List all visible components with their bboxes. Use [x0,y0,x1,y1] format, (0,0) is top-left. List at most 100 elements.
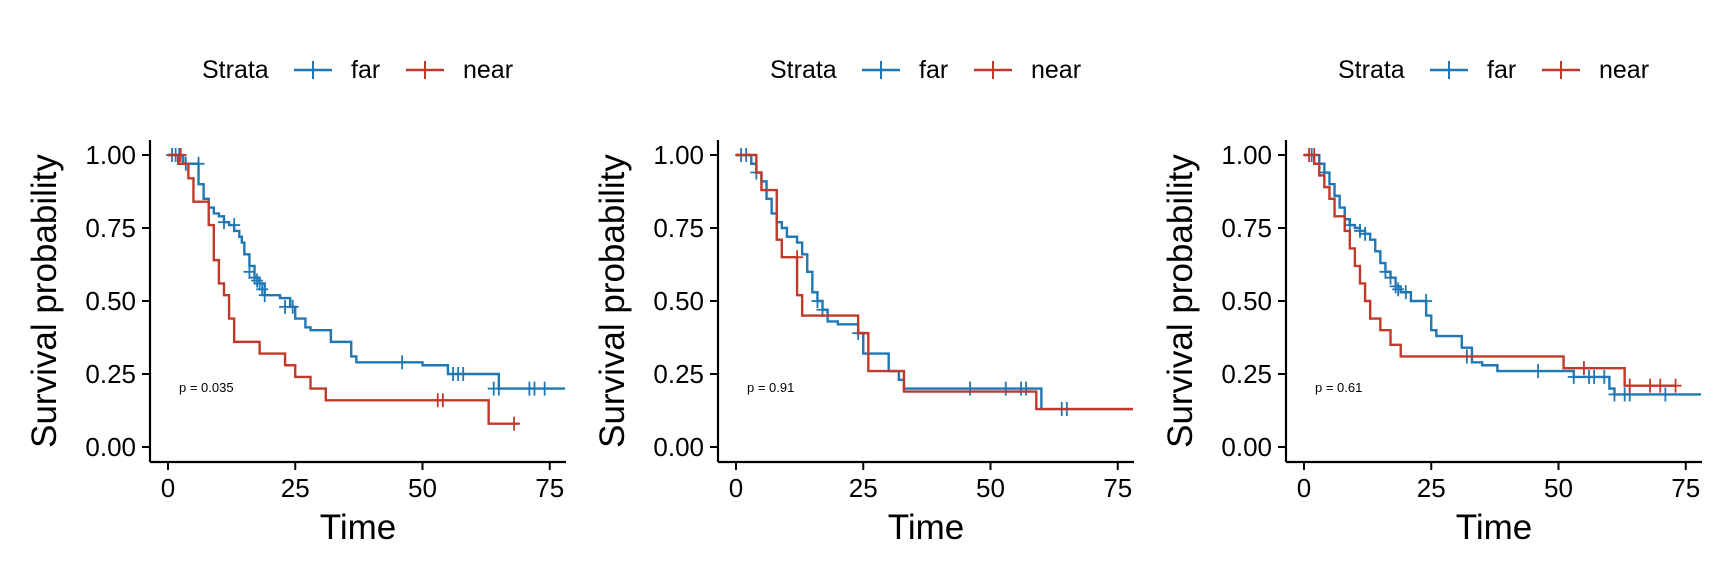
censor-mark-far [286,299,299,314]
censor-mark-far [1399,285,1412,300]
censor-mark-near [1308,148,1321,162]
censor-mark-near [1577,361,1590,376]
km-curve-far [168,153,565,390]
censor-mark-far [192,156,205,171]
censor-mark-far [457,367,470,381]
censor-mark-near [791,250,804,265]
censor-mark-far [217,215,230,230]
km-curve-near [168,153,520,425]
censor-mark-far [1389,279,1402,294]
censor-mark-near [508,416,521,431]
censor-mark-far [1659,387,1672,402]
censor-mark-far [1020,381,1033,396]
censor-mark-far [1384,270,1397,285]
y-tick-label: 0.00 [1221,432,1272,462]
censor-mark-far [1588,369,1601,384]
km-panel-1: Strata far near 0.00 0.25 0.50 0.75 1.00 0 25 50 75… [25,56,566,547]
censor-mark-far [1598,369,1611,384]
x-tick-label: 0 [161,473,175,503]
y-axis-title: Survival probability [1161,154,1200,448]
legend-label-near: near [1599,56,1649,84]
km-panel-3: Strata far near 0.00 0.25 0.50 0.75 1.00 0 25 50 75… [1161,56,1702,547]
x-tick-label: 25 [281,473,310,503]
censor-mark-far [811,294,824,308]
legend-label-far: far [919,56,948,84]
y-tick-label: 0.50 [653,286,704,316]
censor-mark-near [1644,378,1657,393]
censor-mark-far [1420,294,1433,308]
censor-mark-far [243,264,256,279]
censor-mark-far [251,273,264,288]
x-tick-label: 0 [1297,473,1311,503]
censor-mark-far [492,381,505,396]
censor-mark-far [1353,223,1366,238]
censor-mark-near [174,148,187,162]
x-axis-title: Time [888,508,964,547]
x-tick-label: 50 [1544,473,1573,503]
censor-mark-far [228,218,241,233]
legend: Strata far near [1338,56,1649,84]
y-tick-label: 0.00 [653,432,704,462]
legend-label-far: far [1487,56,1516,84]
censor-mark-far [1532,364,1545,379]
censor-mark-far [248,270,261,285]
censor-mark-far [1359,226,1372,241]
censor-mark-far [528,381,541,396]
legend: Strata far near [202,56,513,84]
censor-mark-far [538,381,551,396]
censor-mark-far [1608,387,1621,402]
p-value-annotation: p = 0.035 [179,380,234,395]
x-tick-label: 75 [1103,473,1132,503]
km-curve-far [736,153,1133,411]
censor-mark-far [1567,369,1580,384]
censor-mark-far [258,288,271,303]
legend: Strata far near [770,56,1081,84]
y-tick-label: 0.75 [1221,213,1272,243]
y-tick-label: 0.25 [653,359,704,389]
y-tick-label: 0.75 [85,213,136,243]
censor-mark-near [1654,378,1667,393]
x-tick-label: 25 [1417,473,1446,503]
censor-mark-near [1623,378,1636,393]
censor-mark-near [436,393,449,408]
y-tick-label: 0.25 [1221,359,1272,389]
km-curve-far [1304,153,1701,396]
y-tick-label: 1.00 [85,140,136,170]
y-tick-label: 1.00 [1221,140,1272,170]
x-tick-label: 50 [408,473,437,503]
y-tick-label: 0.75 [653,213,704,243]
y-tick-label: 0.25 [85,359,136,389]
censor-mark-far [999,381,1012,396]
km-curve-near [736,153,1133,411]
x-tick-label: 0 [729,473,743,503]
y-axis-title: Survival probability [25,154,64,448]
x-tick-label: 50 [976,473,1005,503]
legend-title: Strata [770,56,837,84]
legend-title: Strata [1338,56,1405,84]
p-value-annotation: p = 0.91 [747,380,794,395]
x-axis-title: Time [320,508,396,547]
x-tick-label: 25 [849,473,878,503]
censor-mark-far [1392,282,1405,297]
legend-label-near: near [1031,56,1081,84]
y-tick-label: 1.00 [653,140,704,170]
y-tick-label: 0.50 [85,286,136,316]
censor-mark-far [396,355,409,370]
censor-mark-far [253,276,266,291]
legend-label-far: far [351,56,380,84]
km-panel-2: Strata far near 0.00 0.25 0.50 0.75 1.00 0 25 50 75… [593,56,1134,547]
censor-mark-near [1669,378,1682,393]
legend-title: Strata [202,56,269,84]
y-axis-title: Survival probability [593,154,632,448]
legend-label-near: near [463,56,513,84]
y-tick-label: 0.00 [85,432,136,462]
censor-mark-far [1379,264,1392,279]
p-value-annotation: p = 0.61 [1315,380,1362,395]
x-tick-label: 75 [535,473,564,503]
censor-mark-far [964,381,977,396]
x-axis-title: Time [1456,508,1532,547]
km-curve-near [1304,153,1676,387]
censor-mark-far [256,282,269,297]
